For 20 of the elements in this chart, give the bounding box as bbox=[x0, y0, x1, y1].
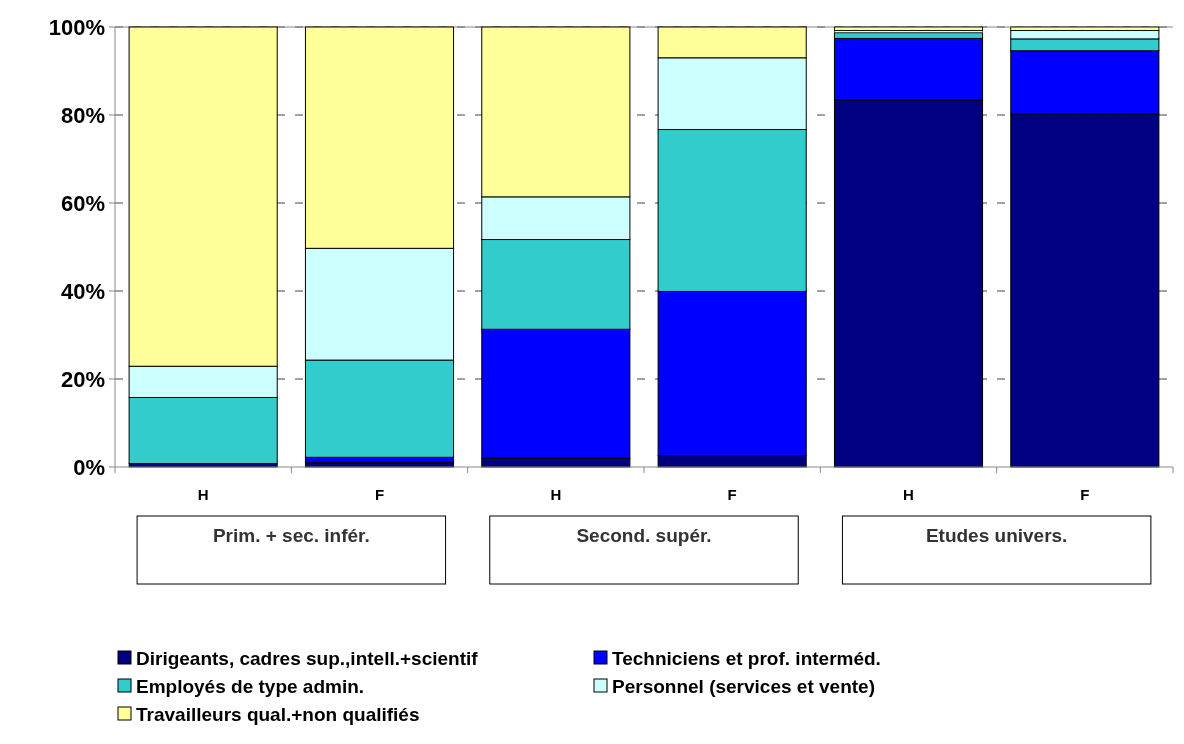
legend-label: Techniciens et prof. interméd. bbox=[612, 647, 881, 669]
text: Etudes univers. bbox=[925, 525, 1068, 546]
text: Second. supér. bbox=[576, 525, 712, 546]
y-tick-label: 20% bbox=[60, 366, 105, 392]
y-tick-label: 40% bbox=[60, 278, 105, 304]
x-tick-label: F bbox=[374, 486, 385, 503]
legend-label: Dirigeants, cadres sup.,intell.+scientif bbox=[136, 647, 479, 669]
y-tick-label: 0% bbox=[73, 454, 105, 480]
legend-label: Employés de type admin. bbox=[136, 675, 365, 697]
text: Prim. + sec. infér. bbox=[212, 525, 370, 546]
x-tick-label: F bbox=[1080, 486, 1090, 503]
x-tick-label: H bbox=[550, 486, 562, 503]
x-tick-label: F bbox=[727, 486, 737, 503]
y-tick-label: 60% bbox=[60, 190, 105, 216]
legend-label: Personnel (services et vente) bbox=[612, 675, 875, 697]
x-tick-label: H bbox=[197, 486, 209, 503]
legend-label: Travailleurs qual.+non qualifiés bbox=[136, 703, 420, 725]
y-tick-label: 80% bbox=[60, 102, 105, 128]
y-tick-label: 100% bbox=[48, 14, 105, 40]
x-tick-label: H bbox=[903, 486, 914, 503]
